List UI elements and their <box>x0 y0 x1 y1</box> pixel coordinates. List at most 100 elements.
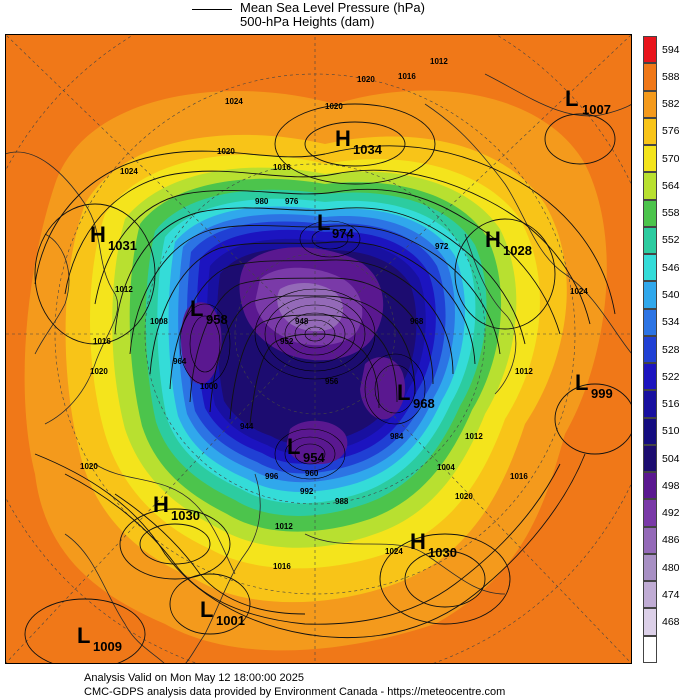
height-band-498-east <box>360 357 406 420</box>
svg-text:L: L <box>565 86 578 111</box>
svg-text:954: 954 <box>303 450 325 465</box>
svg-text:H: H <box>153 492 169 517</box>
isobars <box>24 103 632 664</box>
colorbar-cell <box>643 281 657 309</box>
colorbar-tick-label: 588 <box>662 70 680 83</box>
isobar-legend-line <box>192 9 232 10</box>
high-pressure-center: H 1031 <box>90 222 137 253</box>
isobar-label: 948 <box>295 317 309 326</box>
svg-text:L: L <box>200 597 213 622</box>
high-pressure-center: H 1034 <box>335 126 383 157</box>
isobar-label: 1024 <box>120 167 138 176</box>
isobar-label: 1020 <box>80 462 98 471</box>
svg-text:974: 974 <box>332 226 354 241</box>
svg-text:1031: 1031 <box>108 238 137 253</box>
svg-text:H: H <box>485 227 501 252</box>
height-colorbar <box>643 36 657 663</box>
colorbar-cell <box>643 608 657 636</box>
colorbar-tick-label: 546 <box>662 261 680 274</box>
svg-text:1001: 1001 <box>216 613 245 628</box>
colorbar-cell <box>643 335 657 364</box>
isobar-label: 944 <box>240 422 254 431</box>
svg-text:1030: 1030 <box>171 508 200 523</box>
inner-isobars <box>179 220 426 480</box>
low-pressure-center: L 1001 <box>200 597 245 628</box>
high-pressure-center: H 1030 <box>153 492 200 523</box>
colorbar-tick-label: 534 <box>662 316 680 329</box>
colorbar-cell <box>643 581 657 609</box>
map-svg: 1020 1016 1012 1020 1024 1020 1016 1012 … <box>5 34 632 664</box>
colorbar-tick-label: 564 <box>662 179 680 192</box>
svg-text:L: L <box>77 623 90 648</box>
isobar-label: 1012 <box>430 57 448 66</box>
low-pressure-center: L 958 <box>190 296 228 327</box>
colorbar-tick-label: 528 <box>662 343 680 356</box>
svg-text:1007: 1007 <box>582 102 611 117</box>
colorbar-tick-label: 582 <box>662 98 680 111</box>
svg-text:H: H <box>335 126 351 151</box>
colorbar-tick-label: 474 <box>662 588 680 601</box>
colorbar-tick-label: 570 <box>662 152 680 165</box>
isobar-label: 992 <box>300 487 314 496</box>
colorbar-tick-label: 558 <box>662 207 680 220</box>
low-pressure-center: L 954 <box>287 434 325 465</box>
isobar-label: 980 <box>255 197 269 206</box>
low-pressure-center: L 1007 <box>565 86 611 117</box>
isobar-label: 1024 <box>225 97 243 106</box>
colorbar-tick-label: 480 <box>662 561 680 574</box>
isobar-label: 1000 <box>200 382 218 391</box>
colorbar-cell <box>643 63 657 91</box>
isobar-label: 1004 <box>437 463 455 472</box>
high-pressure-center: H 1028 <box>485 227 532 258</box>
isobar-label: 1020 <box>90 367 108 376</box>
colorbar-cell <box>643 444 657 473</box>
colorbar-cell <box>643 199 657 227</box>
isobar-label: 996 <box>265 472 279 481</box>
height-band-498-west <box>181 302 222 385</box>
low-pressure-center: L 999 <box>575 370 613 401</box>
high-pressure-center: H 1030 <box>410 529 457 560</box>
svg-text:L: L <box>190 296 203 321</box>
isobar-label: 984 <box>390 432 404 441</box>
colorbar-tick-label: 510 <box>662 425 680 438</box>
isobar-label: 1024 <box>570 287 588 296</box>
colorbar-cell <box>643 145 657 173</box>
isobar-label: 952 <box>280 337 294 346</box>
colorbar-tick-label: 498 <box>662 479 680 492</box>
isobar-label: 1020 <box>455 492 473 501</box>
colorbar-cell <box>643 635 657 663</box>
colorbar-cell <box>643 526 657 554</box>
isobar-label: 1012 <box>465 432 483 441</box>
isobar-label: 960 <box>305 469 319 478</box>
colorbar-cell <box>643 499 657 527</box>
colorbar-tick-label: 516 <box>662 398 680 411</box>
colorbar-cell <box>643 308 657 336</box>
svg-text:958: 958 <box>206 312 228 327</box>
svg-text:L: L <box>575 370 588 395</box>
svg-text:999: 999 <box>591 386 613 401</box>
colorbar-tick-label: 594 <box>662 43 680 56</box>
isobar-label: 968 <box>410 317 424 326</box>
colorbar-cell <box>643 117 657 146</box>
svg-text:1028: 1028 <box>503 243 532 258</box>
data-credit: CMC-GDPS analysis data provided by Envir… <box>84 686 506 698</box>
colorbar-cell <box>643 363 657 391</box>
legend-500hpa-label: 500-hPa Heights (dam) <box>240 14 375 29</box>
isobar-label: 964 <box>173 357 187 366</box>
svg-text:968: 968 <box>413 396 435 411</box>
isobar-label: 972 <box>435 242 449 251</box>
svg-text:1030: 1030 <box>428 545 457 560</box>
isobar-label: 1020 <box>217 147 235 156</box>
map-border <box>5 34 632 664</box>
isobar-label: 1012 <box>115 285 133 294</box>
svg-text:L: L <box>317 210 330 235</box>
colorbar-tick-label: 552 <box>662 234 680 247</box>
isobar-label: 1020 <box>357 75 375 84</box>
colorbar-tick-label: 576 <box>662 125 680 138</box>
isobar-label: 1016 <box>273 163 291 172</box>
svg-text:1034: 1034 <box>353 142 383 157</box>
svg-text:L: L <box>287 434 300 459</box>
isobar-label: 1016 <box>510 472 528 481</box>
map-legend-header: Mean Sea Level Pressure (hPa) 500-hPa He… <box>0 0 680 34</box>
isobar-label: 976 <box>285 197 299 206</box>
